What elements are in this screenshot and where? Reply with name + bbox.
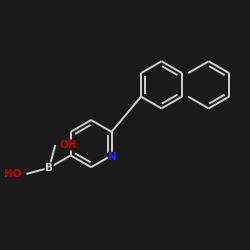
Text: N: N xyxy=(108,152,117,162)
Text: HO: HO xyxy=(4,169,22,179)
Text: B: B xyxy=(45,163,53,173)
Text: OH: OH xyxy=(60,140,77,150)
